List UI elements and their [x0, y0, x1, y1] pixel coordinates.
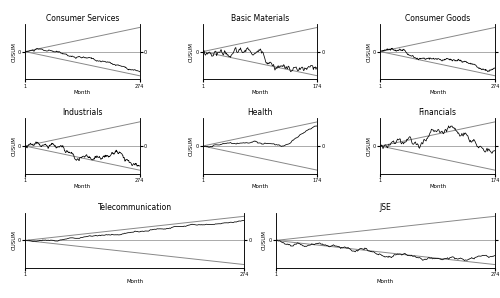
Y-axis label: CUSUM: CUSUM [189, 136, 194, 156]
Title: JSE: JSE [380, 203, 391, 212]
Y-axis label: CUSUM: CUSUM [12, 136, 16, 156]
Y-axis label: CUSUM: CUSUM [189, 42, 194, 62]
X-axis label: Month: Month [429, 90, 446, 95]
Y-axis label: CUSUM: CUSUM [12, 42, 16, 62]
Y-axis label: CUSUM: CUSUM [366, 136, 372, 156]
Title: Consumer Goods: Consumer Goods [405, 14, 470, 23]
X-axis label: Month: Month [377, 279, 394, 284]
Y-axis label: CUSUM: CUSUM [262, 230, 267, 250]
Title: Basic Materials: Basic Materials [231, 14, 289, 23]
X-axis label: Month: Month [126, 279, 143, 284]
Title: Consumer Services: Consumer Services [46, 14, 119, 23]
X-axis label: Month: Month [74, 184, 91, 189]
Title: Financials: Financials [418, 108, 457, 117]
X-axis label: Month: Month [252, 184, 268, 189]
Y-axis label: CUSUM: CUSUM [12, 230, 16, 250]
X-axis label: Month: Month [74, 90, 91, 95]
Y-axis label: CUSUM: CUSUM [366, 42, 372, 62]
Title: Industrials: Industrials [62, 108, 102, 117]
Title: Telecommunication: Telecommunication [98, 203, 172, 212]
X-axis label: Month: Month [429, 184, 446, 189]
Title: Health: Health [248, 108, 272, 117]
X-axis label: Month: Month [252, 90, 268, 95]
